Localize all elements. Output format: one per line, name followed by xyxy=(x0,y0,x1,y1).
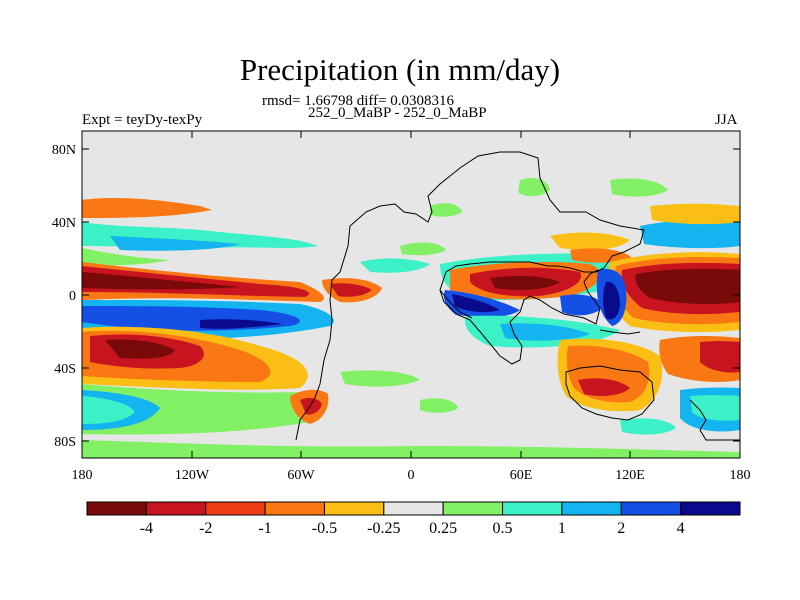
colorbar-label: 1 xyxy=(558,520,566,537)
colorbar-labels: -4 -2 -1 -0.5 -0.25 0.25 0.5 1 2 4 xyxy=(140,520,685,537)
map-field xyxy=(82,131,740,458)
colorbar-box xyxy=(502,501,563,516)
y-tick-label: 40N xyxy=(52,216,76,231)
colorbar-label: 0.25 xyxy=(429,520,457,537)
colorbar-box xyxy=(145,501,207,516)
chart-title: Precipitation (in mm/day) xyxy=(239,52,561,87)
colorbar-box xyxy=(620,501,682,516)
x-tick-label: 120W xyxy=(175,468,210,483)
experiment-name: 252_0_MaBP - 252_0_MaBP xyxy=(308,105,487,121)
colorbar-label: -0.5 xyxy=(312,520,337,537)
colorbar-box xyxy=(442,501,504,516)
x-tick-label: 180 xyxy=(72,468,93,483)
coastlines xyxy=(295,151,740,441)
colorbar-box xyxy=(680,501,741,516)
colorbar-box xyxy=(205,501,266,516)
colorbar-label: -0.25 xyxy=(367,520,400,537)
x-tick-label: 0 xyxy=(408,468,415,483)
y-tick-label: 0 xyxy=(69,289,76,304)
colorbar-label: 0.5 xyxy=(493,520,513,537)
colorbar-label: -1 xyxy=(258,520,271,537)
colorbar-label: -4 xyxy=(140,520,153,537)
season-label: JJA xyxy=(715,112,738,128)
colorbar-box xyxy=(323,501,385,516)
colorbar-box xyxy=(86,501,147,516)
experiment-label: Expt = teyDy-texPy xyxy=(82,112,203,128)
colorbar-box xyxy=(561,501,622,516)
x-tick-label: 180 xyxy=(730,468,751,483)
y-tick-label: 40S xyxy=(54,362,76,377)
x-tick-label: 120E xyxy=(615,468,645,483)
colorbar-box xyxy=(383,501,444,516)
colorbar xyxy=(86,501,741,516)
y-tick-label: 80N xyxy=(52,143,76,158)
colorbar-label: 4 xyxy=(677,520,685,537)
x-tick-label: 60E xyxy=(510,468,533,483)
colorbar-label: -2 xyxy=(199,520,212,537)
stats-line: rmsd= 1.66798 diff= 0.0308316 xyxy=(262,93,455,109)
y-tick-label: 80S xyxy=(54,435,76,450)
y-axis-ticks xyxy=(82,148,740,442)
x-tick-label: 60W xyxy=(287,468,315,483)
x-axis-ticks xyxy=(81,131,741,458)
colorbar-label: 2 xyxy=(617,520,625,537)
colorbar-box xyxy=(264,501,325,516)
